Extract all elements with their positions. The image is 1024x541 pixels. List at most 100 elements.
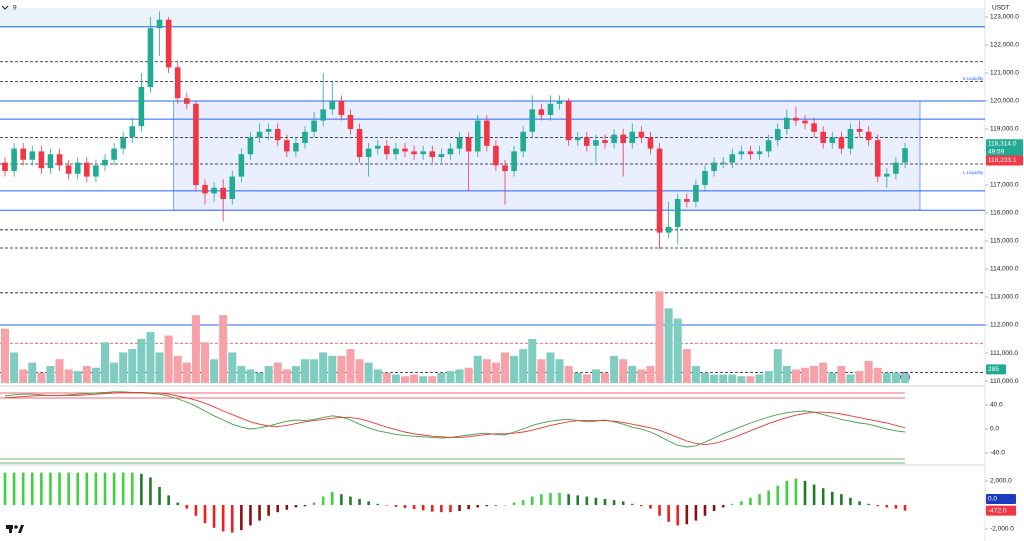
candle-body bbox=[584, 137, 590, 146]
candle-body bbox=[356, 128, 363, 157]
candle-body bbox=[374, 145, 381, 149]
candle-body bbox=[74, 162, 81, 174]
candle-body bbox=[556, 100, 563, 104]
volume-bar bbox=[410, 374, 419, 383]
histogram-bar bbox=[703, 504, 707, 516]
candle-body bbox=[338, 100, 345, 115]
y-tick-label: -2,000.0 bbox=[990, 526, 1014, 533]
candle-body bbox=[656, 148, 663, 233]
volume-bar bbox=[310, 359, 319, 383]
volume-bar bbox=[582, 374, 591, 383]
histogram-bar bbox=[794, 478, 798, 505]
histogram-bar bbox=[40, 472, 43, 505]
candle-body bbox=[38, 151, 45, 169]
volume-bar bbox=[137, 338, 146, 383]
y-tick-label: 119,000.0 bbox=[990, 126, 1019, 133]
last-value-box bbox=[986, 364, 1006, 375]
candle-body bbox=[774, 128, 781, 141]
volume-bar bbox=[201, 342, 209, 383]
volume-bar bbox=[719, 374, 728, 383]
volume-bar bbox=[255, 372, 264, 383]
candle-body bbox=[693, 184, 699, 202]
candle-body bbox=[238, 154, 245, 177]
candle-body bbox=[547, 103, 554, 115]
histogram-bar bbox=[285, 504, 289, 510]
candle-body bbox=[893, 162, 899, 174]
volume-bar bbox=[455, 369, 464, 383]
candle-body bbox=[538, 109, 545, 115]
histogram-bar bbox=[485, 504, 489, 507]
volume-bar bbox=[828, 372, 837, 383]
candle-body bbox=[111, 148, 117, 160]
histogram-bar bbox=[549, 492, 552, 505]
volume-bar bbox=[728, 374, 737, 383]
collapse-icon[interactable] bbox=[1, 5, 9, 10]
top-band bbox=[0, 8, 985, 28]
volume-bar bbox=[64, 369, 73, 383]
volume-bar bbox=[355, 359, 364, 383]
volume-bar bbox=[91, 367, 100, 383]
ma-price-box bbox=[986, 155, 1023, 166]
candle-body bbox=[129, 126, 136, 138]
candle-body bbox=[147, 28, 154, 87]
volume-bar bbox=[382, 372, 391, 383]
candle-body bbox=[47, 154, 54, 169]
volume-bar bbox=[546, 352, 555, 383]
candle-body bbox=[420, 151, 426, 155]
volume-bar bbox=[446, 371, 455, 383]
volume-bar bbox=[537, 359, 546, 383]
last-price-label: 118,314.0 bbox=[988, 140, 1017, 147]
volume-bar bbox=[528, 338, 537, 383]
candle-body bbox=[638, 131, 645, 138]
candle-body bbox=[665, 227, 672, 233]
volume-bar bbox=[628, 366, 637, 383]
volume-bar bbox=[191, 315, 200, 383]
candle-body bbox=[229, 176, 236, 200]
volume-bar bbox=[782, 366, 791, 383]
level-annotation: 5 Liquidity bbox=[963, 76, 984, 81]
volume-bar bbox=[228, 352, 237, 383]
volume-bar bbox=[891, 372, 900, 383]
histogram-bar bbox=[540, 494, 543, 505]
histogram-bar bbox=[830, 491, 834, 505]
candle-body bbox=[884, 173, 890, 177]
volume-bar bbox=[510, 355, 519, 383]
candle-body bbox=[474, 120, 481, 152]
candle-body bbox=[520, 131, 526, 152]
histogram-bar bbox=[567, 494, 570, 505]
histogram-bar bbox=[67, 472, 70, 505]
currency-label: USDT bbox=[992, 5, 1010, 12]
volume-bar bbox=[119, 352, 128, 383]
volume-bar bbox=[264, 366, 273, 383]
volume-bar bbox=[610, 355, 619, 383]
candle-body bbox=[156, 19, 163, 29]
volume-bar bbox=[437, 372, 446, 383]
histogram-bar bbox=[94, 472, 98, 505]
last-value-label: -472.0 bbox=[988, 507, 1007, 514]
histogram-bar bbox=[885, 504, 889, 508]
candle-body bbox=[847, 128, 854, 149]
volume-bar bbox=[473, 355, 482, 383]
y-tick-label: 111,000.0 bbox=[990, 350, 1018, 357]
histogram-bar bbox=[812, 484, 816, 505]
y-tick-label: 122,000.0 bbox=[990, 42, 1019, 49]
histogram-bar bbox=[249, 504, 252, 526]
y-tick-label: 114,000.0 bbox=[990, 266, 1019, 273]
candle-body bbox=[874, 140, 881, 177]
candle-body bbox=[529, 109, 536, 132]
candle-body bbox=[120, 137, 126, 149]
histogram-bar bbox=[749, 497, 752, 505]
histogram-bar bbox=[530, 496, 534, 505]
candle-body bbox=[393, 148, 399, 155]
volume-bar bbox=[673, 318, 682, 383]
volume-bar bbox=[837, 366, 846, 383]
histogram-bar bbox=[58, 472, 61, 505]
histogram-bar bbox=[140, 473, 143, 505]
volume-bar bbox=[873, 367, 882, 383]
candle-body bbox=[747, 151, 754, 155]
candle-body bbox=[329, 100, 336, 110]
candle-body bbox=[865, 131, 872, 141]
last-price-box bbox=[986, 139, 1023, 158]
volume-bar bbox=[155, 352, 164, 383]
candle-body bbox=[211, 187, 217, 194]
